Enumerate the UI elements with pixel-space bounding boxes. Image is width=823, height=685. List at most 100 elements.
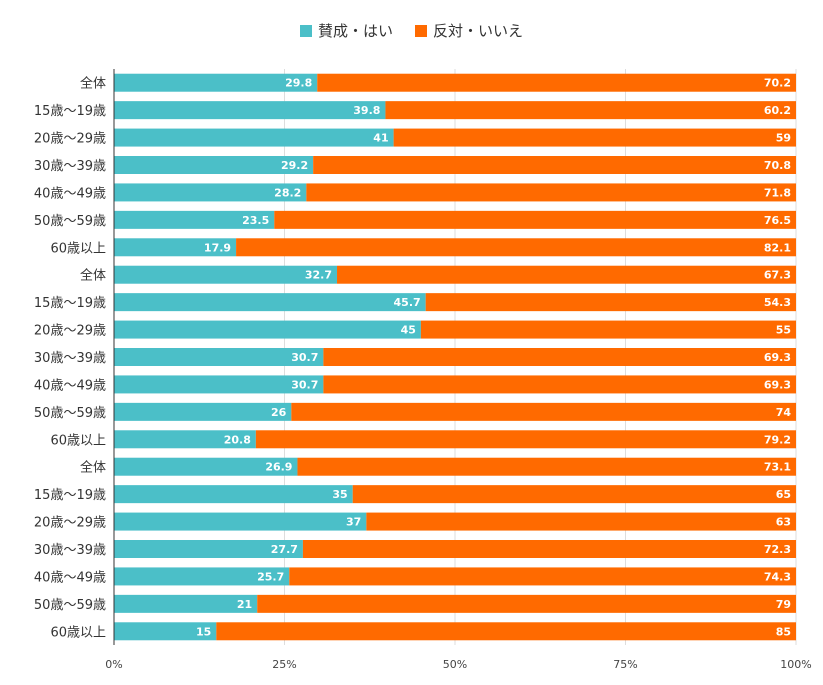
legend-item-yes[interactable]: 賛成・はい <box>299 20 393 41</box>
x-tick-label: 0% <box>105 658 122 671</box>
data-label: 79.2 <box>764 433 791 446</box>
bar-segment-yes <box>114 293 426 312</box>
data-label: 70.2 <box>764 77 791 90</box>
data-label: 69.3 <box>764 378 791 391</box>
data-label: 71.8 <box>764 186 791 199</box>
data-label: 37 <box>346 516 361 529</box>
data-label: 70.8 <box>764 159 791 172</box>
data-label: 79 <box>776 598 791 611</box>
category-label: 全体 <box>80 460 106 476</box>
category-label: 30歳〜39歳 <box>34 351 106 366</box>
bar-segment-yes <box>114 622 217 641</box>
category-label: 20歳〜29歳 <box>34 324 106 339</box>
bar-segment-no <box>306 183 796 202</box>
data-label: 54.3 <box>764 296 791 309</box>
bar-segment-yes <box>114 512 367 531</box>
legend-label-yes: 賛成・はい <box>317 22 393 40</box>
data-label: 72.3 <box>764 543 791 556</box>
bar-segment-no <box>323 348 796 366</box>
category-label: 全体 <box>80 268 106 284</box>
bar-segment-yes <box>114 101 386 120</box>
data-label: 60.2 <box>764 104 791 117</box>
data-label: 30.7 <box>291 378 318 391</box>
legend-swatch-yes <box>299 24 312 37</box>
data-label: 63 <box>776 516 791 529</box>
category-label: 60歳以上 <box>50 625 106 640</box>
bar-segment-no <box>297 457 796 476</box>
bar-segment-no <box>393 128 796 147</box>
category-label: 15歳〜19歳 <box>34 488 106 503</box>
legend-swatch-no <box>415 24 427 37</box>
bar-segment-yes <box>114 375 324 394</box>
bar-segment-no <box>274 210 796 229</box>
data-label: 73.1 <box>764 461 791 474</box>
category-label: 40歳〜49歳 <box>34 186 106 201</box>
data-label: 26.9 <box>265 461 292 474</box>
bar-segment-yes <box>114 238 237 257</box>
data-label: 59 <box>776 132 791 145</box>
bar-segment-no <box>302 540 796 558</box>
bar-segment-yes <box>114 402 292 421</box>
data-label: 30.7 <box>291 351 318 364</box>
data-label: 39.8 <box>353 104 380 117</box>
bar-segment-no <box>420 320 796 339</box>
x-tick-label: 50% <box>443 658 467 671</box>
bar-segment-no <box>317 73 796 92</box>
bar-segment-yes <box>114 457 298 476</box>
bar-segment-yes <box>114 128 394 147</box>
bar-segment-no <box>385 101 796 120</box>
bar-segment-yes <box>114 73 318 92</box>
legend-item-no[interactable]: 反対・いいえ <box>415 20 523 41</box>
data-label: 21 <box>237 598 252 611</box>
x-tick-label: 75% <box>613 658 637 671</box>
category-label: 全体 <box>80 76 106 92</box>
data-label: 23.5 <box>242 214 269 227</box>
data-label: 65 <box>776 488 791 501</box>
data-label: 28.2 <box>274 186 301 199</box>
x-tick-label: 25% <box>272 658 296 671</box>
bar-segment-yes <box>114 156 314 174</box>
bar-segment-no <box>257 594 797 613</box>
bar-segment-yes <box>114 320 421 339</box>
data-label: 67.3 <box>764 269 791 282</box>
bar-segment-yes <box>114 183 307 202</box>
category-label: 50歳〜59歳 <box>34 598 106 613</box>
data-label: 45.7 <box>394 296 421 309</box>
data-label: 29.8 <box>285 77 312 90</box>
category-label: 20歳〜29歳 <box>34 516 106 531</box>
category-label: 20歳〜29歳 <box>34 132 106 147</box>
data-label: 15 <box>196 625 211 638</box>
bar-segment-yes <box>114 567 290 586</box>
bar-segment-no <box>313 156 796 174</box>
category-label: 15歳〜19歳 <box>34 296 106 311</box>
bar-segment-no <box>337 265 796 284</box>
data-label: 35 <box>332 488 347 501</box>
data-label: 85 <box>776 625 791 638</box>
data-label: 45 <box>401 324 416 337</box>
category-label: 60歳以上 <box>50 241 106 256</box>
data-label: 74.3 <box>764 570 791 583</box>
data-label: 82.1 <box>764 241 791 254</box>
category-label: 40歳〜49歳 <box>34 378 106 393</box>
category-label: 30歳〜39歳 <box>34 543 106 558</box>
bar-segment-yes <box>114 210 275 229</box>
bar-segment-yes <box>114 265 338 284</box>
bar-segment-yes <box>114 430 256 449</box>
data-label: 32.7 <box>305 269 332 282</box>
category-label: 40歳〜49歳 <box>34 570 106 585</box>
bar-segment-no <box>236 238 796 257</box>
bar-segment-yes <box>114 485 353 504</box>
data-label: 29.2 <box>281 159 308 172</box>
bar-segment-no <box>352 485 796 504</box>
bar-segment-yes <box>114 594 258 613</box>
category-label: 50歳〜59歳 <box>34 214 106 229</box>
legend: 賛成・はい 反対・いいえ <box>0 20 823 41</box>
legend-label-no: 反対・いいえ <box>433 22 524 40</box>
category-label: 30歳〜39歳 <box>34 159 106 174</box>
bar-segment-no <box>255 430 796 449</box>
data-label: 41 <box>373 132 388 145</box>
data-label: 20.8 <box>224 433 251 446</box>
bar-segment-yes <box>114 348 324 366</box>
bar-segment-no <box>291 402 796 421</box>
data-label: 55 <box>776 324 791 337</box>
